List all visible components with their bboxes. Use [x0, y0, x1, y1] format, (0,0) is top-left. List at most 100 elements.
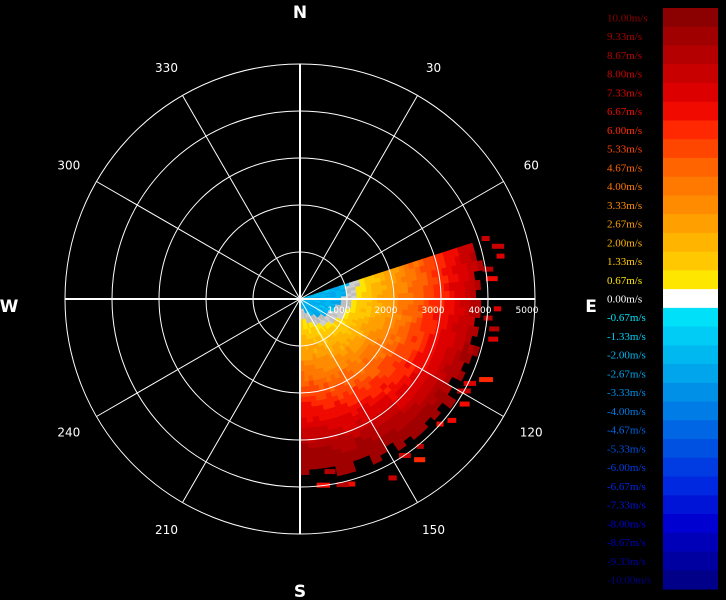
legend-label: -4.67m/s: [607, 425, 646, 437]
echo-bin: [449, 290, 456, 300]
echo-bin: [474, 279, 482, 291]
echo-bin: [448, 306, 456, 316]
echo-bin: [305, 411, 313, 419]
echo-fragment: [479, 377, 493, 383]
polar-grid: [64, 63, 536, 535]
echo-bin: [307, 442, 317, 450]
echo-bin: [303, 375, 309, 382]
legend-label: -0.67m/s: [607, 312, 646, 324]
echo-fragment: [489, 326, 500, 332]
legend-label: -4.00m/s: [607, 406, 646, 418]
azimuth-spoke: [182, 95, 301, 300]
echo-bin: [366, 291, 373, 296]
legend-swatch: [663, 270, 718, 290]
echo-bin: [417, 285, 425, 294]
legend-swatch: [663, 457, 718, 478]
echo-bin: [445, 397, 457, 409]
echo-bin: [438, 283, 445, 293]
azimuth-labels: 30 60 120 150 210 240 300 330: [57, 61, 542, 537]
legend-swatch: [663, 139, 718, 159]
legend-label: 1.33m/s: [607, 256, 642, 268]
echo-bin: [303, 365, 308, 372]
echo-bin: [299, 438, 308, 445]
azimuth-spoke: [182, 298, 301, 503]
echo-bin: [449, 298, 456, 308]
legend-swatch: [663, 495, 718, 515]
legend-label: 0.00m/s: [607, 294, 642, 306]
echo-bin: [306, 437, 316, 444]
echo-bin: [303, 370, 309, 377]
legend-swatch: [663, 382, 718, 403]
legend-label: -6.00m/s: [607, 462, 646, 474]
echo-fragment: [491, 243, 505, 249]
echo-bin: [423, 298, 430, 307]
azimuth-label: 150: [422, 523, 445, 537]
legend-swatch: [663, 64, 718, 84]
legend-swatch: [663, 476, 718, 496]
legend-label: 2.00m/s: [607, 237, 642, 249]
legend-label: 3.33m/s: [607, 200, 642, 212]
legend-swatch: [663, 195, 718, 215]
azimuth-spoke: [96, 181, 301, 300]
echo-bin: [299, 422, 308, 429]
azimuth-label: 240: [57, 426, 80, 440]
echo-bin: [397, 287, 404, 295]
velocity-legend: 10.00m/s 9.33m/s 8.67m/s 8.00m/s 7.33m/s 6.67…: [607, 8, 718, 590]
echo-bin: [407, 286, 414, 294]
echo-bin: [412, 286, 420, 294]
echo-bin: [470, 289, 477, 300]
legend-swatch: [663, 120, 718, 140]
legend-swatch: [663, 364, 718, 384]
echo-bin: [307, 447, 317, 455]
legend-label: 8.67m/s: [607, 50, 642, 62]
echo-bin: [428, 291, 435, 300]
echo-bin: [304, 396, 312, 403]
echo-bin: [444, 298, 451, 308]
echo-bin: [305, 416, 314, 424]
legend-label: -8.67m/s: [607, 537, 646, 549]
echo-fragment: [496, 253, 505, 259]
echo-bin: [306, 422, 314, 429]
echo-bin: [387, 288, 394, 295]
echo-bin: [444, 290, 451, 300]
echo-bin: [397, 303, 404, 311]
azimuth-label: 30: [426, 61, 441, 75]
echo-fragment: [481, 236, 490, 242]
echo-bin: [464, 289, 471, 300]
echo-bin: [299, 448, 309, 455]
echo-fragment: [346, 481, 356, 487]
legend-swatch: [663, 401, 718, 421]
legend-label: -2.00m/s: [607, 350, 646, 362]
echo-fragment: [488, 336, 499, 342]
legend-label: -6.67m/s: [607, 481, 646, 493]
legend-swatch: [663, 420, 718, 440]
legend-swatch: [663, 439, 718, 459]
echo-fragment: [459, 401, 470, 407]
echo-bin: [459, 290, 466, 300]
legend-swatch: [663, 214, 718, 234]
echo-fragment: [493, 306, 502, 312]
legend-label: 8.00m/s: [607, 69, 642, 81]
legend-swatch: [663, 514, 718, 534]
legend-label: 9.33m/s: [607, 31, 642, 43]
echo-bin: [308, 380, 315, 387]
echo-fragment: [414, 457, 426, 463]
echo-bin: [471, 345, 481, 357]
echo-bin: [381, 284, 388, 291]
echo-fragment: [336, 482, 349, 488]
echo-bin: [395, 440, 407, 452]
azimuth-spoke: [299, 298, 504, 417]
legend-label: 4.00m/s: [607, 181, 642, 193]
legend-swatch: [663, 551, 718, 571]
echo-bin: [459, 298, 466, 308]
azimuth-label: 330: [155, 61, 178, 75]
legend-label: -7.33m/s: [607, 500, 646, 512]
echo-bin: [304, 386, 311, 393]
azimuth-spoke: [299, 181, 504, 300]
echo-bin: [371, 455, 383, 465]
cardinal-south: S: [294, 582, 306, 600]
echo-bin: [299, 432, 308, 439]
azimuth-spoke: [299, 298, 418, 503]
echo-fragment: [482, 266, 494, 272]
